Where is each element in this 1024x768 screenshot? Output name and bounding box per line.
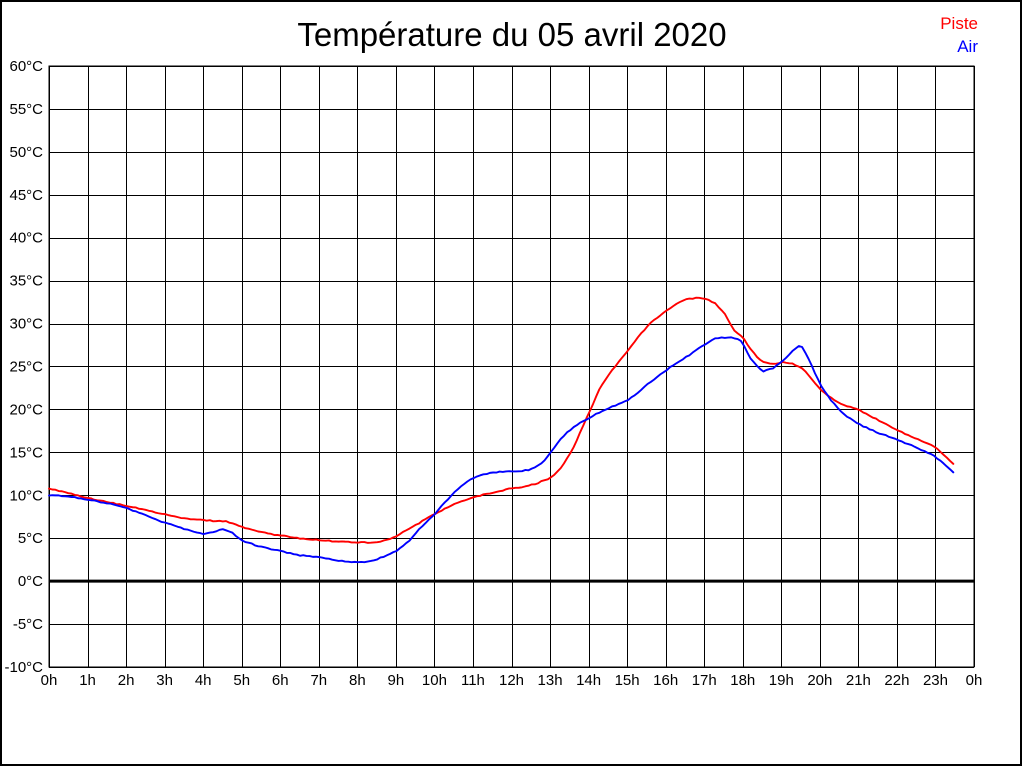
- svg-text:2h: 2h: [118, 672, 135, 689]
- svg-text:9h: 9h: [388, 672, 405, 689]
- svg-text:5h: 5h: [233, 672, 250, 689]
- svg-text:0h: 0h: [41, 672, 58, 689]
- svg-text:10h: 10h: [422, 672, 447, 689]
- svg-text:-5°C: -5°C: [13, 616, 43, 633]
- svg-text:1h: 1h: [79, 672, 96, 689]
- svg-text:8h: 8h: [349, 672, 366, 689]
- svg-text:0°C: 0°C: [18, 573, 43, 590]
- svg-text:15h: 15h: [615, 672, 640, 689]
- svg-text:50°C: 50°C: [9, 144, 43, 161]
- svg-text:35°C: 35°C: [9, 273, 43, 290]
- svg-text:20°C: 20°C: [9, 401, 43, 418]
- svg-text:19h: 19h: [769, 672, 794, 689]
- svg-text:22h: 22h: [884, 672, 909, 689]
- svg-text:11h: 11h: [461, 672, 485, 689]
- svg-text:60°C: 60°C: [9, 58, 43, 75]
- svg-text:30°C: 30°C: [9, 316, 43, 333]
- svg-text:4h: 4h: [195, 672, 212, 689]
- svg-text:21h: 21h: [846, 672, 871, 689]
- svg-text:7h: 7h: [310, 672, 327, 689]
- svg-text:12h: 12h: [499, 672, 524, 689]
- svg-text:-10°C: -10°C: [4, 659, 43, 676]
- svg-text:0h: 0h: [966, 672, 983, 689]
- svg-text:10°C: 10°C: [9, 487, 43, 504]
- svg-text:14h: 14h: [576, 672, 601, 689]
- svg-text:17h: 17h: [692, 672, 717, 689]
- svg-text:20h: 20h: [807, 672, 832, 689]
- svg-text:40°C: 40°C: [9, 230, 43, 247]
- svg-text:6h: 6h: [272, 672, 289, 689]
- svg-text:3h: 3h: [156, 672, 173, 689]
- svg-text:16h: 16h: [653, 672, 678, 689]
- svg-text:13h: 13h: [538, 672, 563, 689]
- svg-text:55°C: 55°C: [9, 101, 43, 118]
- svg-text:15°C: 15°C: [9, 444, 43, 461]
- svg-text:18h: 18h: [730, 672, 755, 689]
- svg-text:5°C: 5°C: [18, 530, 43, 547]
- svg-text:23h: 23h: [923, 672, 948, 689]
- svg-text:45°C: 45°C: [9, 187, 43, 204]
- svg-text:25°C: 25°C: [9, 359, 43, 376]
